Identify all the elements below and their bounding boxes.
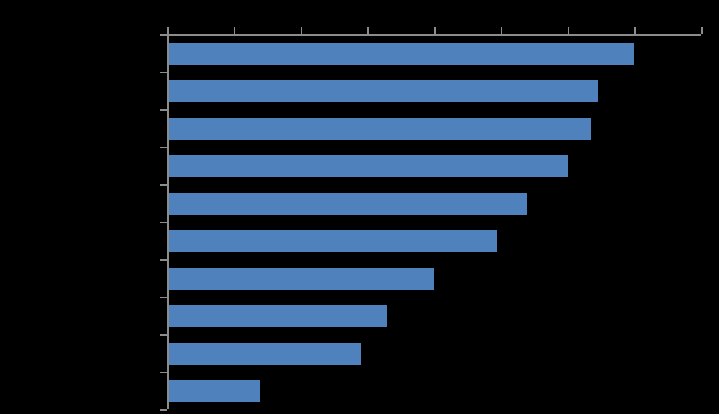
y-axis-tick xyxy=(160,259,167,261)
y-axis-tick xyxy=(160,409,167,411)
x-axis-tick xyxy=(634,27,636,34)
y-axis-tick xyxy=(160,71,167,73)
y-axis-tick xyxy=(160,146,167,148)
bar xyxy=(168,192,528,215)
bar xyxy=(168,305,388,328)
x-axis-tick xyxy=(434,27,436,34)
y-axis-tick xyxy=(160,371,167,373)
bar xyxy=(168,267,434,290)
bar xyxy=(168,80,598,103)
bar xyxy=(168,342,361,365)
y-axis-tick xyxy=(160,221,167,223)
x-axis-tick xyxy=(701,27,703,34)
x-axis-tick xyxy=(500,27,503,34)
y-axis-line xyxy=(167,34,169,409)
bar xyxy=(168,117,591,140)
x-axis-tick xyxy=(233,27,236,34)
y-axis-tick xyxy=(160,34,167,36)
x-axis-tick xyxy=(567,27,569,34)
x-axis-tick xyxy=(167,27,169,34)
y-axis-tick xyxy=(160,109,167,111)
x-axis-tick xyxy=(367,27,369,34)
x-axis-tick xyxy=(300,27,302,34)
bar xyxy=(168,42,635,65)
y-axis-tick xyxy=(160,334,167,336)
bar xyxy=(168,155,568,178)
plot-area xyxy=(160,27,703,411)
bar xyxy=(168,380,261,403)
bar xyxy=(168,230,498,253)
y-axis-tick xyxy=(160,296,167,298)
y-axis-tick xyxy=(160,184,167,186)
x-axis-line xyxy=(167,34,701,36)
